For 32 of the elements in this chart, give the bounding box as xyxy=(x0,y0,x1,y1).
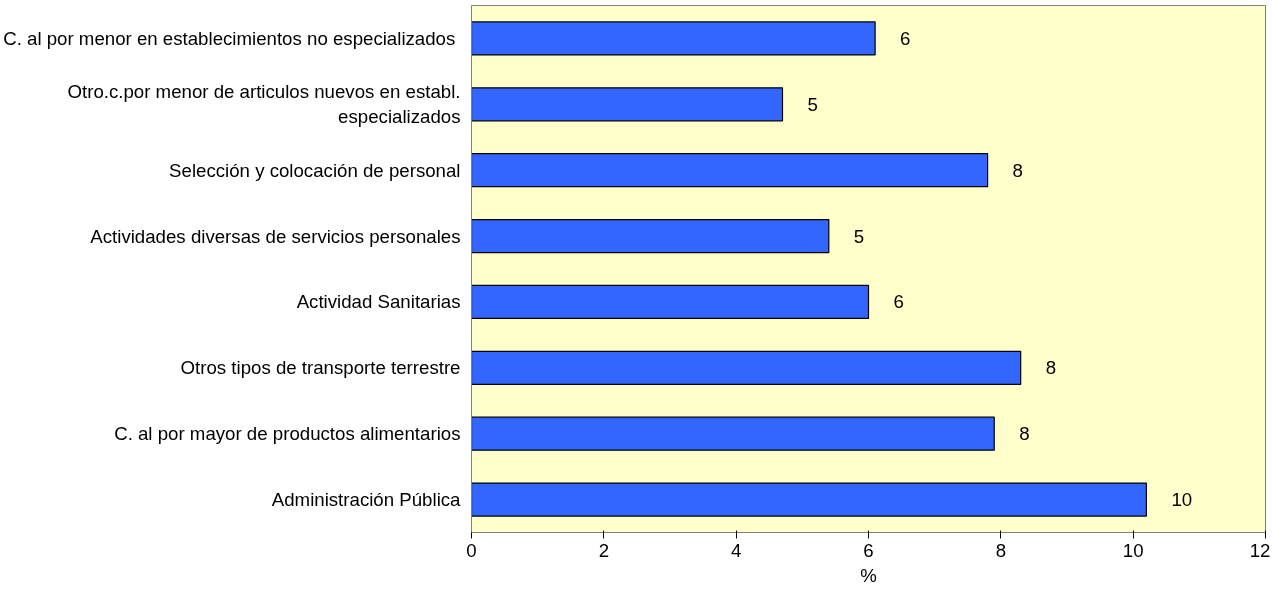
bar xyxy=(471,482,1147,517)
x-tick-label: 8 xyxy=(995,539,1007,561)
y-tick-label: Actividades diversas de servicios personales xyxy=(90,225,461,247)
data-label: 5 xyxy=(807,93,818,115)
data-label: 8 xyxy=(1045,357,1057,379)
y-tick-label: Otro.c.por menor de articulos nuevos en establ. especializados xyxy=(67,81,461,128)
data-label: 10 xyxy=(1171,489,1193,511)
data-label: 8 xyxy=(1012,159,1023,181)
y-tick-label: Selección y colocación de personal xyxy=(169,159,461,181)
x-axis-title: % xyxy=(860,564,877,586)
y-tick-label: Actividad Sanitarias xyxy=(296,291,461,313)
y-tick-label: Otros tipos de transporte terrestre xyxy=(180,357,461,379)
data-label: 5 xyxy=(853,225,865,247)
bar xyxy=(471,218,830,254)
bar xyxy=(471,21,876,56)
bar xyxy=(471,350,1022,385)
x-tick-label: 6 xyxy=(863,539,874,561)
bar xyxy=(471,87,784,122)
data-label: 8 xyxy=(1019,423,1030,445)
bar xyxy=(471,153,989,188)
y-tick-label: Administración Pública xyxy=(271,489,462,511)
x-tick-label: 0 xyxy=(466,539,477,561)
y-tick-label: C. al por menor en establecimientos no especializados xyxy=(3,27,456,49)
y-tick-label: C. al por mayor de productos alimentarios xyxy=(114,423,461,445)
data-label: 6 xyxy=(900,27,911,49)
bar xyxy=(471,284,870,320)
x-tick-label: 10 xyxy=(1122,539,1144,561)
data-label: 6 xyxy=(893,291,904,313)
x-tick-label: 4 xyxy=(730,539,742,561)
x-tick-label: 2 xyxy=(598,539,610,561)
x-tick-label: 12 xyxy=(1249,539,1271,561)
bar xyxy=(471,416,995,451)
